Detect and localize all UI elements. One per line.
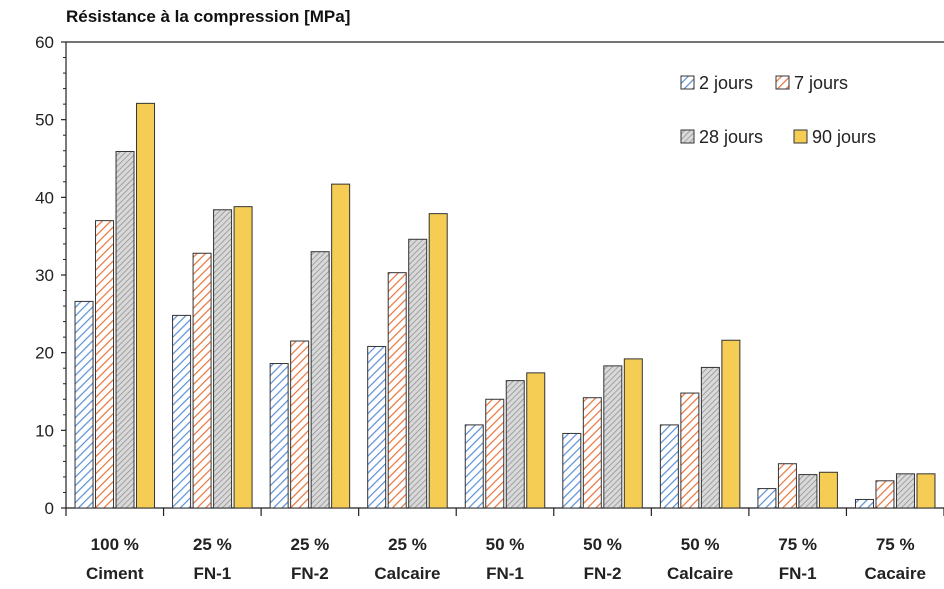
legend-label: 28 jours	[699, 127, 763, 147]
bar-28-jours-1	[213, 209, 233, 509]
bar-7-jours-5	[582, 397, 602, 509]
bar-2-jours-6	[659, 424, 679, 509]
bar-7-jours-1	[192, 252, 212, 509]
bar-28-jours-2	[310, 251, 330, 509]
chart-title: Résistance à la compression [MPa]	[66, 7, 350, 26]
x-tick-label: 75 %	[876, 535, 915, 554]
bar-28-jours-0	[115, 151, 135, 509]
bar-7-jours-2	[290, 340, 310, 509]
x-axis: 100 % Ciment 25 % FN-1 25 % FN-2 25 % Calcaire 5…	[65, 507, 944, 583]
bar-28-jours-6	[700, 366, 720, 509]
bar-90-jours-2	[331, 183, 351, 509]
x-tick-label: FN-1	[779, 564, 817, 583]
legend-swatch	[793, 129, 808, 144]
x-tick-label: Ciment	[86, 564, 144, 583]
bar-90-jours-5	[623, 358, 643, 509]
x-tick-label: 50 %	[681, 535, 720, 554]
legend: 2 jours 7 jours 28 jours 90 jours	[680, 73, 876, 147]
legend-label: 90 jours	[812, 127, 876, 147]
bar-2-jours-5	[562, 432, 582, 509]
bar-28-jours-7	[798, 474, 818, 509]
bar-28-jours-4	[505, 380, 525, 509]
bar-2-jours-3	[367, 345, 387, 509]
legend-swatch	[680, 75, 695, 90]
y-tick-label: 60	[35, 33, 54, 52]
y-tick-label: 20	[35, 344, 54, 363]
x-tick-label: FN-1	[193, 564, 231, 583]
x-tick-label: Cacaire	[865, 564, 926, 583]
bar-28-jours-8	[895, 473, 915, 509]
bar-7-jours-6	[680, 392, 700, 509]
bar-28-jours-5	[603, 365, 623, 509]
x-tick-label: FN-2	[291, 564, 329, 583]
bar-7-jours-8	[875, 480, 895, 509]
y-tick-label: 30	[35, 266, 54, 285]
x-tick-label: 50 %	[583, 535, 622, 554]
legend-swatch	[680, 129, 695, 144]
x-tick-label: Calcaire	[667, 564, 733, 583]
legend-swatch	[775, 75, 790, 90]
x-tick-label: 25 %	[388, 535, 427, 554]
bar-2-jours-7	[757, 488, 777, 509]
bar-7-jours-4	[485, 398, 505, 509]
legend-label: 7 jours	[794, 73, 848, 93]
bar-2-jours-2	[269, 363, 289, 509]
legend-label: 2 jours	[699, 73, 753, 93]
x-tick-label: 25 %	[193, 535, 232, 554]
y-tick-label: 50	[35, 111, 54, 130]
bar-90-jours-6	[721, 339, 741, 509]
bar-90-jours-8	[916, 473, 936, 509]
y-tick-label: 40	[35, 188, 54, 207]
bars	[74, 102, 936, 509]
bar-7-jours-7	[777, 463, 797, 509]
x-tick-label: 75 %	[778, 535, 817, 554]
bar-2-jours-1	[172, 314, 192, 509]
y-tick-label: 0	[45, 499, 54, 518]
x-tick-label: 25 %	[291, 535, 330, 554]
bar-90-jours-7	[818, 471, 838, 509]
bar-2-jours-4	[464, 424, 484, 509]
bar-2-jours-8	[854, 498, 874, 509]
bar-90-jours-3	[428, 213, 448, 509]
x-tick-label: FN-2	[584, 564, 622, 583]
bar-28-jours-3	[408, 238, 428, 509]
bar-2-jours-0	[74, 300, 94, 509]
x-tick-label: FN-1	[486, 564, 524, 583]
x-tick-label: 100 %	[91, 535, 139, 554]
bar-7-jours-0	[95, 220, 115, 509]
y-tick-label: 10	[35, 421, 54, 440]
bar-90-jours-4	[526, 372, 546, 509]
y-axis: 0 10 20 30 40 50 60	[35, 33, 67, 518]
x-tick-label: 50 %	[486, 535, 525, 554]
bar-90-jours-1	[233, 206, 253, 509]
bar-90-jours-0	[136, 102, 156, 509]
x-tick-label: Calcaire	[374, 564, 440, 583]
bar-7-jours-3	[387, 272, 407, 509]
